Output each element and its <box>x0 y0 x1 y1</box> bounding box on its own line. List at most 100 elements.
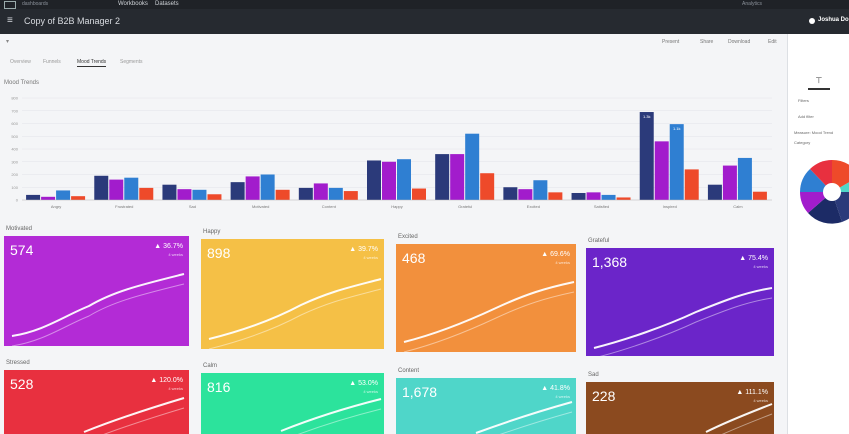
bar[interactable] <box>450 154 465 200</box>
present-button[interactable]: Present <box>662 39 680 45</box>
chart-section-title: Mood Trends <box>4 80 40 86</box>
card-value: 898 <box>207 245 231 261</box>
bar[interactable] <box>412 188 426 200</box>
page-tabs: Overview Funnels Mood Trends Segments <box>0 56 787 70</box>
bar[interactable] <box>684 169 699 200</box>
collapse-caret-icon[interactable]: ▾ <box>6 39 10 45</box>
bar[interactable] <box>230 182 245 200</box>
bar[interactable] <box>503 187 518 200</box>
bar[interactable] <box>533 180 548 200</box>
filter-panel: ⊤ Filters Add filter Measure: Mood Trend… <box>787 34 849 434</box>
bar[interactable] <box>752 191 767 200</box>
kpi-card[interactable]: 228 ▲ 111.1% 4 weeks <box>586 382 774 434</box>
card-label: Excited <box>398 234 418 240</box>
bar[interactable] <box>616 197 631 200</box>
kpi-card[interactable]: 528 ▲ 120.0% 4 weeks <box>4 370 189 434</box>
kpi-card[interactable]: 1,678 ▲ 41.8% 4 weeks <box>396 378 576 434</box>
kpi-card[interactable]: 816 ▲ 53.0% 4 weeks <box>201 373 384 434</box>
kpi-card[interactable]: 898 ▲ 39.7% 4 weeks <box>201 239 384 349</box>
bar[interactable] <box>124 177 139 200</box>
bar[interactable] <box>518 189 533 200</box>
bar[interactable] <box>343 191 358 200</box>
bar[interactable] <box>41 196 56 200</box>
card-change-value: 69.6% <box>550 251 570 258</box>
trend-sparkline <box>83 397 185 434</box>
bar[interactable] <box>177 189 192 200</box>
app-logo-icon[interactable] <box>4 1 16 9</box>
card-change-percent: ▲ 120.0% <box>150 377 183 384</box>
bar[interactable] <box>245 176 260 200</box>
bar[interactable] <box>328 187 343 200</box>
bar-chart-svg: 0 100 200 300 400 500 600 700 800 Angry Frustrated… <box>11 96 772 209</box>
card-period: 4 weeks <box>555 260 570 265</box>
card-change-value: 75.4% <box>748 255 768 262</box>
bar[interactable] <box>26 194 41 200</box>
x-tick-label: Motivated <box>252 204 269 209</box>
card-label: Content <box>398 368 420 374</box>
trend-line <box>208 278 382 340</box>
bar[interactable] <box>139 187 154 200</box>
nav-datasets[interactable]: Datasets <box>155 1 179 7</box>
add-filter-button[interactable]: Add filter <box>798 114 814 119</box>
comparison-line <box>599 297 773 356</box>
tab-mood-trends[interactable]: Mood Trends <box>77 59 107 67</box>
bar[interactable] <box>275 189 290 200</box>
bar[interactable] <box>737 157 752 200</box>
filter-icon[interactable]: ⊤ <box>808 76 830 90</box>
trend-sparkline <box>475 401 573 434</box>
bar[interactable] <box>313 183 328 200</box>
kpi-card[interactable]: 574 ▲ 36.7% 4 weeks <box>4 236 189 346</box>
bar[interactable] <box>707 184 722 200</box>
bar[interactable] <box>480 173 495 200</box>
bar[interactable] <box>109 179 124 200</box>
bar[interactable] <box>367 160 381 200</box>
bar[interactable] <box>654 141 669 200</box>
card-value: 528 <box>10 376 34 392</box>
bar[interactable] <box>56 190 71 200</box>
bar[interactable] <box>465 133 480 200</box>
bar[interactable] <box>435 154 450 200</box>
top-nav-bar: dashboards Workbooks Datasets Analytics <box>0 0 849 9</box>
bar[interactable] <box>601 194 616 200</box>
bar[interactable] <box>669 124 684 200</box>
user-avatar[interactable] <box>809 18 815 24</box>
download-button[interactable]: Download <box>728 39 751 45</box>
kpi-card[interactable]: 468 ▲ 69.6% 4 weeks <box>396 244 576 352</box>
bar[interactable] <box>192 189 207 200</box>
x-tick-label: Inspired <box>663 204 677 209</box>
bar[interactable] <box>548 192 563 200</box>
bar[interactable] <box>586 192 601 200</box>
bar[interactable] <box>298 187 313 200</box>
bar[interactable] <box>162 184 177 200</box>
hamburger-menu-icon[interactable]: ≡ <box>7 15 13 26</box>
card-change-value: 111.1% <box>745 389 768 396</box>
bar[interactable] <box>207 194 222 200</box>
tab-segments[interactable]: Segments <box>120 59 143 65</box>
user-name[interactable]: Joshua Do <box>818 17 849 23</box>
bar[interactable] <box>397 159 411 200</box>
kpi-card[interactable]: 1,368 ▲ 75.4% 4 weeks <box>586 248 774 356</box>
share-button[interactable]: Share <box>700 39 714 45</box>
category-label: Category <box>794 140 811 145</box>
bar[interactable] <box>260 174 275 201</box>
bar[interactable] <box>571 192 586 200</box>
bar[interactable] <box>382 161 396 200</box>
app-wordmark: dashboards <box>22 1 49 7</box>
nav-workbooks[interactable]: Workbooks <box>118 1 148 7</box>
workbook-title[interactable]: Copy of B2B Manager 2 <box>24 16 121 26</box>
x-tick-label: Frustrated <box>115 204 133 209</box>
bar[interactable] <box>722 165 737 200</box>
y-tick-label: 100 <box>11 185 18 190</box>
bar[interactable] <box>94 175 109 200</box>
edit-button[interactable]: Edit <box>768 39 777 45</box>
bar[interactable] <box>639 112 654 200</box>
card-value: 816 <box>207 379 231 395</box>
tab-funnels[interactable]: Funnels <box>43 59 61 65</box>
card-value: 468 <box>402 250 426 266</box>
card-label: Grateful <box>588 238 610 244</box>
tab-overview[interactable]: Overview <box>10 59 31 65</box>
bar[interactable] <box>71 196 86 200</box>
card-period: 4 weeks <box>168 386 183 391</box>
x-tick-label: Calm <box>733 204 743 209</box>
card-change-value: 39.7% <box>358 246 378 253</box>
